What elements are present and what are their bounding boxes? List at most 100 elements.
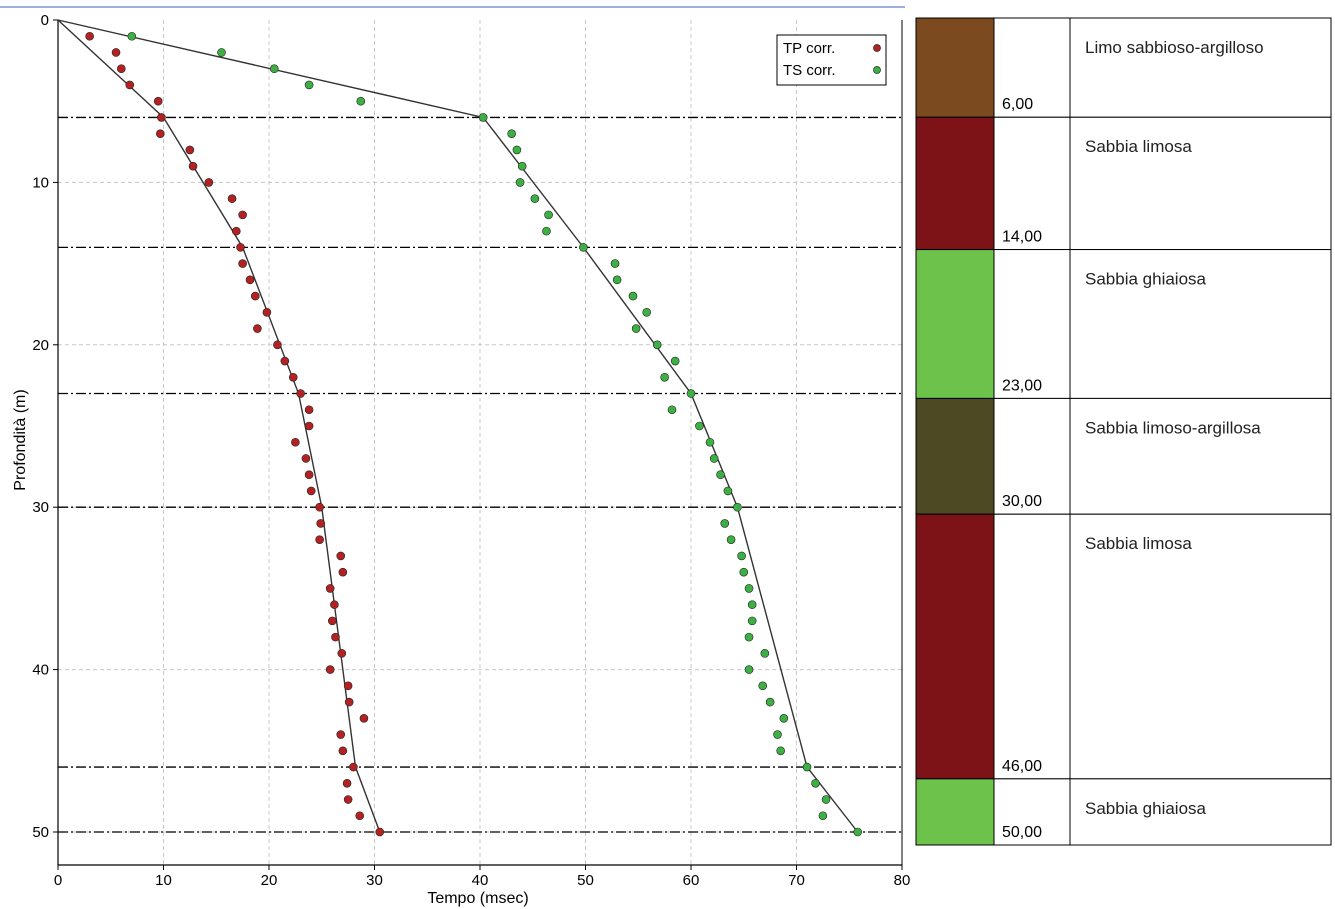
tp-point [156, 129, 165, 138]
tp-point [125, 80, 135, 90]
ts-point [705, 437, 715, 447]
ts-point [779, 714, 789, 723]
tp-point [291, 437, 300, 447]
tp-point [330, 600, 339, 609]
ts-point [579, 243, 588, 252]
y-tick-label: 20 [32, 337, 49, 354]
tp-point [325, 665, 335, 674]
ts-point [716, 470, 725, 480]
tp-point [231, 226, 241, 236]
ts-point [478, 113, 488, 122]
layer-name-cell [1069, 17, 1332, 118]
layer-color-block [915, 778, 995, 846]
y-axis-title: Profondità (m) [12, 389, 29, 490]
x-tick-label: 0 [54, 872, 62, 889]
tp-point [111, 48, 121, 57]
ts-point [709, 454, 719, 463]
tp-point [304, 405, 314, 415]
tp-point [338, 567, 348, 577]
tp-point [343, 681, 353, 691]
tp-point [288, 372, 298, 382]
x-tick-label: 60 [683, 872, 700, 889]
ts-point [733, 502, 742, 512]
tp-point [306, 486, 316, 496]
x-axis-title: Tempo (msec) [427, 890, 528, 907]
ts-point [507, 129, 516, 138]
tp-point [117, 64, 126, 74]
tp-point [375, 827, 385, 837]
tp-point [331, 632, 340, 642]
ts-point [811, 778, 820, 788]
layer-name: Sabbia limoso-argillosa [1085, 418, 1261, 437]
layer-name-cell [1069, 513, 1332, 780]
layer-color-block [915, 116, 995, 251]
ts-point [744, 632, 754, 642]
ts-point [760, 649, 770, 658]
tp-point [304, 421, 314, 431]
layer-name-cell [1069, 778, 1332, 846]
x-tick-label: 40 [472, 872, 489, 889]
ts-point [747, 600, 757, 609]
ts-point [610, 259, 620, 268]
layer-name: Sabbia limosa [1085, 137, 1192, 156]
tp-point [253, 324, 262, 333]
tp-point [355, 811, 365, 821]
ts-point [821, 795, 831, 804]
layer-depth-label: 6,00 [1002, 96, 1033, 113]
ts-point [686, 389, 696, 398]
ts-point [542, 226, 551, 236]
ts-point [765, 697, 775, 707]
axes: 0 10 20 30 40 50 60 70 80 0 10 20 30 40 50 [32, 12, 910, 889]
layer-color-block [915, 249, 995, 399]
ts-point [127, 31, 137, 41]
ts-point [744, 584, 754, 593]
tp-point [338, 746, 348, 756]
x-tick-label: 10 [155, 872, 172, 889]
ts-point [776, 746, 785, 756]
tp-point [280, 356, 290, 366]
tp-point [316, 519, 325, 528]
tp-point [343, 795, 353, 804]
y-tick-label: 40 [32, 662, 49, 679]
layer-depth-cell [993, 116, 1071, 251]
ts-point [747, 616, 757, 626]
tp-point [327, 616, 337, 626]
ts-point [544, 210, 553, 220]
layer-depth-label: 46,00 [1002, 758, 1042, 775]
x-tick-label: 30 [366, 872, 383, 889]
legend: TP corr. TS corr. [776, 34, 887, 86]
tp-point [325, 584, 335, 593]
ts-point [853, 827, 862, 837]
tp-point [344, 697, 354, 707]
tp-point [349, 762, 358, 772]
layer-depth-label: 30,00 [1002, 493, 1042, 510]
stratigraphic-column: Limo sabbioso-argilloso 6,00 Sabbia limosa… [915, 17, 1332, 846]
tp-point [188, 161, 198, 171]
y-tick-label: 50 [32, 824, 49, 841]
ts-point [802, 762, 812, 772]
layer-name: Sabbia ghiaiosa [1085, 270, 1207, 289]
tp-point [227, 194, 237, 203]
tp-point [262, 308, 272, 317]
ts-point [773, 730, 782, 739]
ts-point [217, 48, 226, 57]
tp-point [238, 259, 247, 268]
ts-point [628, 291, 638, 301]
ts-point [667, 405, 677, 415]
ts-point [512, 145, 522, 155]
tp-point [336, 551, 346, 561]
layer-depth-label: 50,00 [1002, 824, 1042, 841]
layer-name-cell [1069, 116, 1332, 251]
layer-name: Sabbia limosa [1085, 534, 1192, 553]
legend-tp-marker [873, 44, 881, 52]
layer-color-block [915, 17, 995, 118]
layer-depth-label: 23,00 [1002, 377, 1042, 394]
y-tick-label: 10 [32, 174, 49, 191]
tp-point [315, 535, 324, 544]
tp-point [157, 113, 166, 122]
ts-point [737, 551, 746, 561]
layer-name-cell [1069, 249, 1332, 399]
x-tick-label: 20 [261, 872, 278, 889]
tp-point [359, 714, 369, 723]
